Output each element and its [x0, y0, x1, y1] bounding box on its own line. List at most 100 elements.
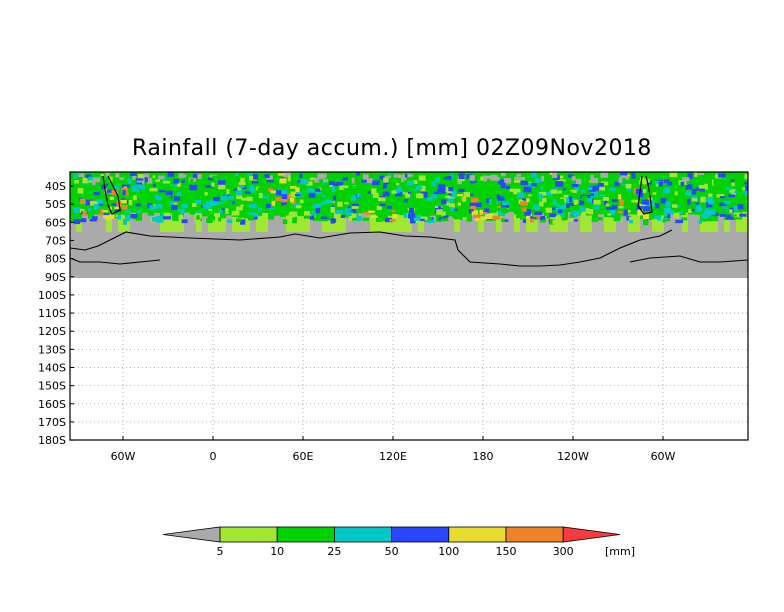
- rain-cell: [334, 212, 340, 232]
- rain-cell: [688, 184, 693, 190]
- rain-cell: [416, 215, 422, 220]
- rain-cell: [674, 191, 678, 196]
- rain-cell: [606, 203, 610, 207]
- rain-cell: [623, 209, 628, 216]
- rain-cell: [130, 214, 138, 219]
- rain-cell: [729, 209, 733, 214]
- rain-cell: [304, 218, 310, 232]
- rain-cell: [407, 173, 411, 178]
- rain-cell: [726, 203, 732, 208]
- rain-cell: [580, 212, 586, 232]
- rain-cell: [202, 197, 208, 200]
- rain-cell: [497, 210, 506, 216]
- rain-cell: [312, 204, 318, 209]
- rain-cell: [270, 190, 276, 194]
- rain-cell: [561, 215, 567, 221]
- rain-cell: [394, 177, 402, 182]
- rain-cell: [663, 202, 668, 207]
- rain-cell: [562, 188, 566, 191]
- rain-cell: [370, 214, 376, 232]
- rain-cell: [443, 176, 452, 180]
- rain-cell: [72, 173, 78, 179]
- rain-cell: [726, 214, 734, 220]
- rain-cell: [178, 214, 184, 220]
- rain-cell: [506, 185, 511, 189]
- rain-cell: [412, 218, 418, 232]
- rain-cell: [251, 180, 259, 184]
- rain-cell: [719, 214, 726, 217]
- rain-cell: [413, 217, 419, 220]
- rain-cell: [363, 212, 369, 215]
- rain-cell: [579, 206, 586, 212]
- rain-cell: [470, 193, 474, 196]
- rain-cell: [470, 197, 479, 203]
- rain-cell: [131, 186, 136, 191]
- rain-cell: [330, 206, 335, 213]
- rain-cell: [73, 207, 81, 214]
- rain-cell: [125, 209, 131, 212]
- rain-cell: [147, 202, 152, 209]
- rain-cell: [722, 206, 730, 209]
- rain-cell: [712, 221, 718, 232]
- rain-cell: [579, 200, 585, 205]
- rain-cell: [442, 210, 451, 216]
- rain-cell: [681, 217, 688, 221]
- rain-cell: [76, 219, 82, 232]
- lat-tick-label: 130S: [38, 343, 66, 356]
- rain-cell: [135, 178, 144, 181]
- rain-cell: [672, 204, 678, 208]
- rain-cell: [492, 215, 501, 220]
- rain-cell: [715, 180, 719, 185]
- rain-cell: [531, 182, 537, 187]
- rain-cell: [692, 198, 698, 202]
- rain-cell: [205, 185, 214, 188]
- rain-cell: [545, 207, 552, 213]
- rain-cell: [547, 181, 552, 185]
- rain-cell: [544, 190, 553, 196]
- rain-cell: [637, 209, 643, 216]
- rain-cell: [127, 178, 132, 184]
- rain-cell: [136, 220, 142, 232]
- rain-cell: [694, 172, 698, 177]
- rain-cell: [556, 212, 565, 216]
- rain-cell: [315, 203, 322, 208]
- rain-cell: [344, 202, 349, 205]
- rain-cell: [270, 207, 276, 210]
- rain-cell: [443, 214, 449, 218]
- rain-cell: [660, 193, 665, 198]
- rain-cell: [537, 193, 543, 196]
- rain-cell: [739, 213, 747, 217]
- rain-cell: [155, 203, 163, 210]
- rain-cell: [173, 218, 179, 221]
- rain-cell: [723, 200, 731, 204]
- rain-cell: [333, 195, 337, 201]
- rain-cell: [383, 177, 389, 183]
- rain-cell: [391, 210, 396, 212]
- rain-cell: [410, 218, 416, 224]
- rain-cell: [745, 185, 748, 191]
- rain-cell: [420, 218, 425, 221]
- rain-cell: [358, 213, 364, 232]
- rain-cell: [620, 178, 627, 185]
- rain-cell: [583, 191, 591, 195]
- rain-cell: [691, 209, 695, 212]
- rain-cell: [134, 184, 141, 188]
- rain-cell: [471, 210, 479, 216]
- rain-cell: [405, 193, 411, 198]
- rain-cell: [657, 215, 662, 221]
- lat-tick-label: 80S: [45, 253, 66, 266]
- rain-cell: [556, 202, 561, 207]
- rain-cell: [336, 181, 344, 186]
- rain-cell: [616, 215, 622, 232]
- rain-cell: [297, 179, 303, 183]
- rain-cell: [526, 198, 530, 202]
- rain-cell: [744, 182, 748, 185]
- rain-cell: [503, 178, 512, 184]
- rain-cell: [296, 205, 302, 209]
- rain-cell: [496, 213, 502, 232]
- rain-cell: [178, 217, 184, 232]
- rain-cell: [631, 199, 639, 203]
- rain-cell: [244, 218, 250, 232]
- rain-cell: [218, 180, 226, 187]
- rain-cell: [144, 177, 148, 183]
